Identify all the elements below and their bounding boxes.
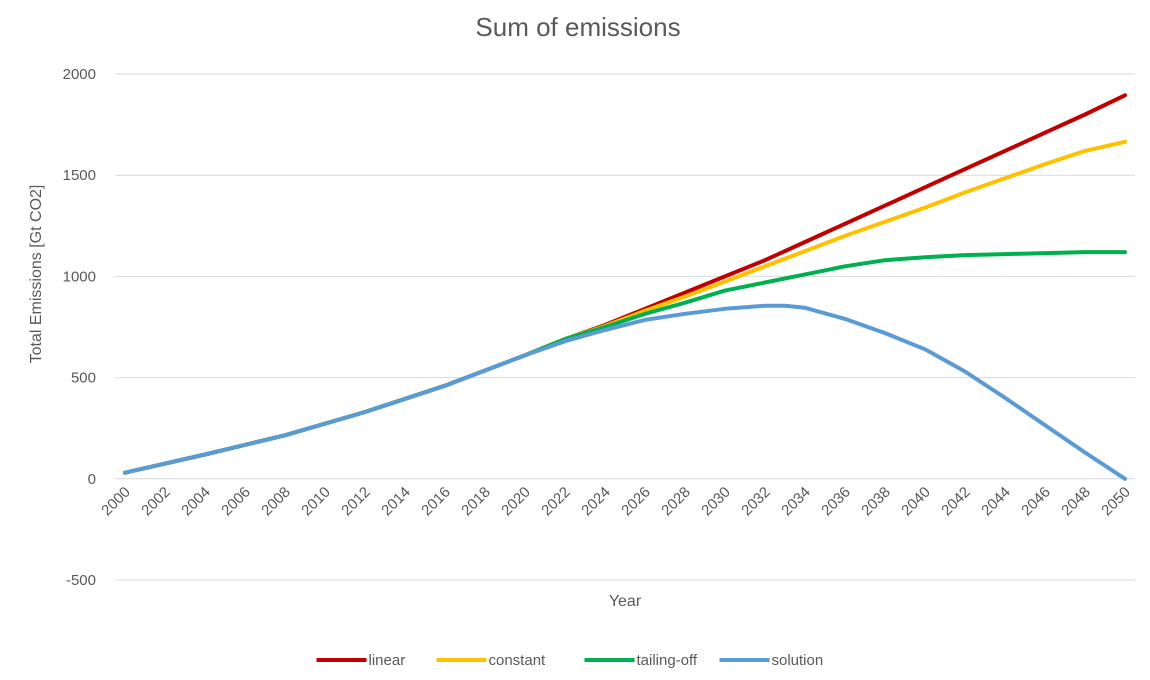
- legend: linear constant tailing-off solution: [316, 652, 824, 669]
- legend-item-tailing-off: tailing-off: [584, 652, 698, 669]
- x-tick-label: 2044: [978, 484, 1014, 520]
- legend-item-solution: solution: [719, 652, 824, 669]
- x-tick-label: 2014: [378, 484, 414, 520]
- x-tick-label: 2012: [338, 484, 374, 520]
- legend-item-constant: constant: [436, 652, 547, 669]
- series-line-linear: [123, 93, 1127, 475]
- x-tick-label: 2010: [298, 484, 334, 520]
- x-axis-ticks: 2000 2002 2004 2006 2008 2010 2012 2014 2016 2018…: [98, 484, 1134, 520]
- x-tick-label: 2022: [538, 484, 574, 520]
- series-line-solution: [123, 303, 1127, 481]
- x-tick-label: 2002: [138, 484, 174, 520]
- series-lines: [123, 93, 1127, 481]
- x-tick-label: 2050: [1098, 484, 1134, 520]
- y-axis-label: Total Emissions [Gt CO2]: [28, 185, 45, 364]
- y-tick-label: 500: [71, 370, 96, 387]
- x-tick-label: 2036: [818, 484, 854, 520]
- x-tick-label: 2018: [458, 484, 494, 520]
- x-tick-label: 2008: [258, 484, 294, 520]
- x-tick-label: 2040: [898, 484, 934, 520]
- x-tick-label: 2004: [178, 484, 214, 520]
- y-tick-label: 0: [88, 471, 96, 488]
- x-tick-label: 2024: [578, 484, 614, 520]
- chart-title: Sum of emissions: [475, 12, 680, 42]
- y-tick-label: 2000: [63, 66, 96, 83]
- x-tick-label: 2006: [218, 484, 254, 520]
- legend-label: linear: [369, 652, 406, 669]
- x-tick-label: 2032: [738, 484, 774, 520]
- legend-label: tailing-off: [637, 652, 698, 669]
- x-tick-label: 2030: [698, 484, 734, 520]
- x-tick-label: 2042: [938, 484, 974, 520]
- series-line-constant: [123, 139, 1127, 475]
- y-axis-ticks: -500 0 500 1000 1500 2000: [63, 66, 96, 589]
- gridlines: [115, 73, 1135, 581]
- x-tick-label: 2028: [658, 484, 694, 520]
- x-tick-label: 2026: [618, 484, 654, 520]
- y-tick-label: -500: [66, 572, 96, 589]
- legend-item-linear: linear: [316, 652, 406, 669]
- legend-label: solution: [772, 652, 824, 669]
- legend-label: constant: [489, 652, 547, 669]
- x-tick-label: 2048: [1058, 484, 1094, 520]
- x-tick-label: 2000: [98, 484, 134, 520]
- x-tick-label: 2046: [1018, 484, 1054, 520]
- x-tick-label: 2038: [858, 484, 894, 520]
- x-tick-label: 2020: [498, 484, 534, 520]
- y-tick-label: 1000: [63, 268, 96, 285]
- x-tick-label: 2034: [778, 484, 814, 520]
- x-tick-label: 2016: [418, 484, 454, 520]
- x-axis-label: Year: [609, 593, 642, 610]
- y-tick-label: 1500: [63, 167, 96, 184]
